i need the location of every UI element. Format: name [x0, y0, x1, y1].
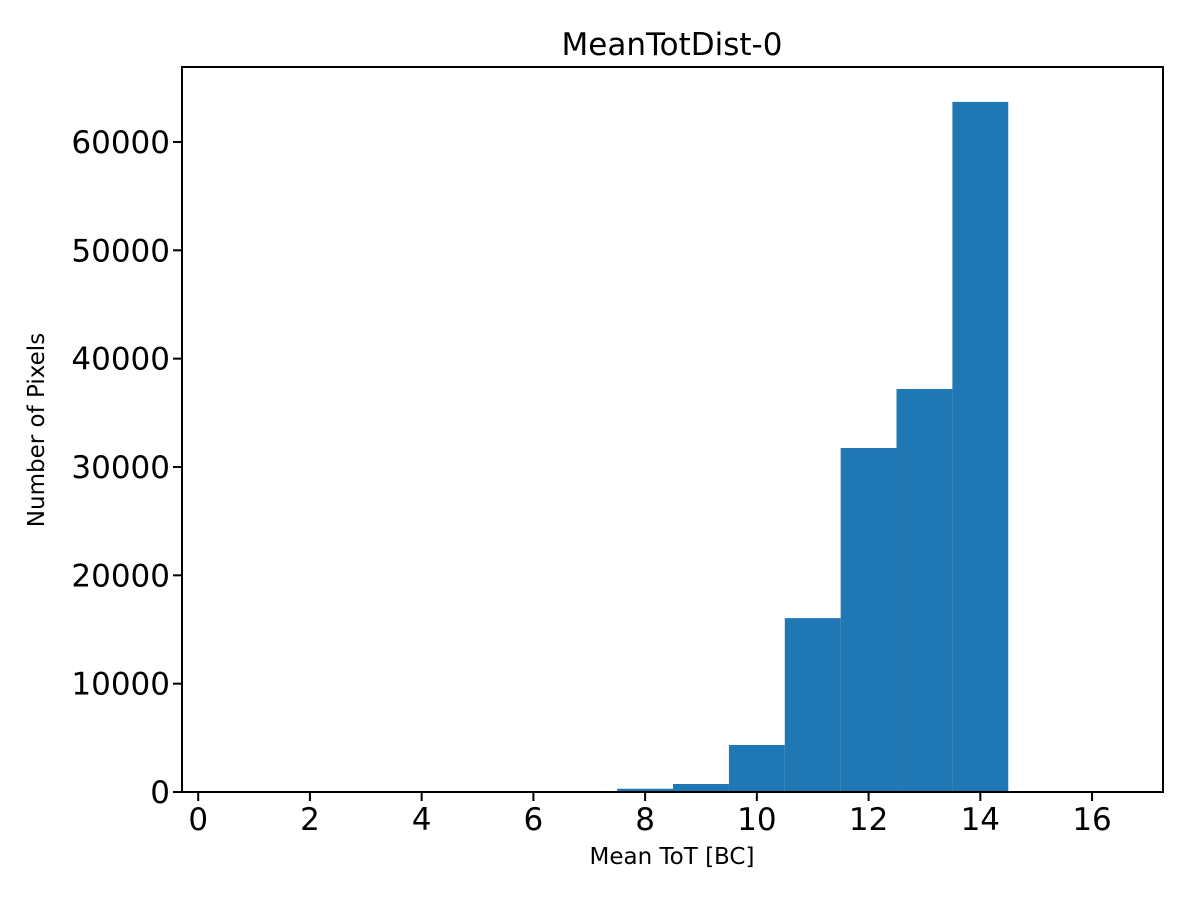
x-tick-label: 6	[524, 802, 544, 838]
histogram-bar	[840, 448, 897, 792]
x-tick-label: 14	[961, 802, 1000, 838]
x-tick-label: 16	[1072, 802, 1111, 838]
histogram-bar	[617, 788, 674, 792]
y-tick-label: 10000	[71, 667, 170, 703]
y-axis-label: Number of Pixels	[24, 333, 50, 527]
y-tick-label: 30000	[71, 450, 170, 486]
x-axis-ticks: 0 2 4 6 8 10 12 14 16	[188, 792, 1112, 838]
histogram-bar	[673, 783, 729, 792]
y-tick-label: 20000	[71, 558, 170, 594]
y-tick-label: 60000	[71, 125, 170, 161]
x-tick-label: 2	[300, 802, 320, 838]
histogram-bars	[617, 101, 1009, 792]
y-tick-label: 50000	[71, 233, 170, 269]
y-axis-ticks: 0 10000 20000 30000 40000 50000 60000	[71, 125, 182, 811]
plot-area-border	[181, 66, 1164, 793]
histogram-bar	[896, 388, 953, 792]
x-tick-label: 12	[849, 802, 888, 838]
histogram-bar	[728, 744, 785, 792]
x-tick-label: 0	[188, 802, 208, 838]
histogram-bar	[784, 618, 841, 792]
x-tick-label: 8	[635, 802, 655, 838]
y-tick-label: 40000	[71, 342, 170, 378]
chart-title: MeanTotDist-0	[562, 27, 783, 63]
histogram-bar	[952, 101, 1009, 792]
x-tick-label: 4	[412, 802, 432, 838]
x-tick-label: 10	[737, 802, 776, 838]
x-axis-label: Mean ToT [BC]	[590, 844, 755, 870]
y-tick-label: 0	[150, 775, 170, 811]
